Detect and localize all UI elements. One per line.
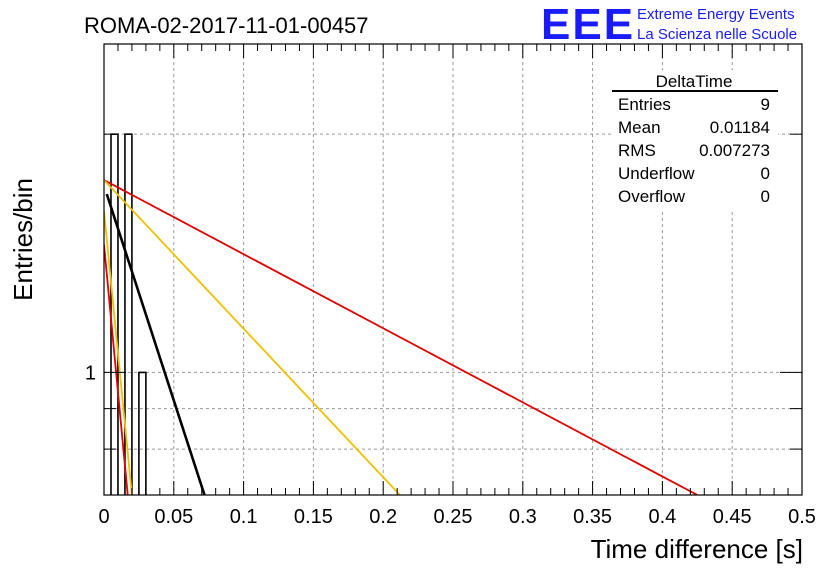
histogram-bar (124, 133, 133, 495)
x-tick-label: 0.2 (369, 506, 397, 528)
stats-box-name: DeltaTime (656, 72, 733, 91)
x-tick-label: 0.25 (434, 506, 473, 528)
stats-row-value: 0 (761, 187, 770, 206)
y-axis-label: Entries/bin (8, 178, 38, 301)
x-tick-label: 0.3 (509, 506, 537, 528)
fit-lines (104, 179, 698, 495)
x-tick-label: 0.15 (294, 506, 333, 528)
histogram-bars (110, 133, 147, 495)
stats-box: DeltaTime Entries 9 Mean 0.01184 RMS 0.007273… (612, 70, 778, 212)
stats-row-label: RMS (618, 141, 656, 160)
stats-box-background (612, 70, 778, 212)
x-axis-label: Time difference [s] (591, 534, 803, 564)
eee-logo: EEE Extreme Energy Events La Scienza nel… (541, 0, 797, 49)
x-tick-label: 0.1 (230, 506, 258, 528)
x-tick-label: 0 (98, 506, 109, 528)
stats-row-label: Underflow (618, 164, 695, 183)
series-line (104, 179, 698, 495)
eee-logo-text: EEE (541, 0, 635, 49)
stats-row-value: 0 (761, 164, 770, 183)
stats-row-value: 9 (761, 95, 770, 114)
eee-subtitle-line2: La Scienza nelle Scuole (637, 26, 797, 43)
x-tick-label: 0.4 (648, 506, 676, 528)
plot-title: ROMA-02-2017-11-01-00457 (84, 13, 369, 38)
series-line (104, 179, 401, 495)
stats-row-label: Mean (618, 118, 661, 137)
series-line (104, 244, 129, 495)
axis-ticks: 0 0.05 0.1 0.15 0.2 0.25 0.3 0.35 0.4 0.45 0.5 1 (85, 44, 816, 528)
x-tick-label: 0.35 (573, 506, 612, 528)
histogram-bar (138, 371, 147, 495)
y-tick-label: 1 (85, 362, 96, 384)
eee-subtitle-line1: Extreme Energy Events (637, 6, 795, 23)
x-tick-label: 0.5 (788, 506, 816, 528)
stats-row-label: Entries (618, 95, 671, 114)
series-line (104, 210, 133, 495)
x-tick-label: 0.05 (154, 506, 193, 528)
stats-row-value: 0.007273 (699, 141, 770, 160)
x-tick-label: 0.45 (713, 506, 752, 528)
grid-lines (104, 44, 802, 495)
stats-row-label: Overflow (618, 187, 686, 206)
stats-row-value: 0.01184 (710, 118, 770, 137)
series-line (105, 193, 206, 495)
